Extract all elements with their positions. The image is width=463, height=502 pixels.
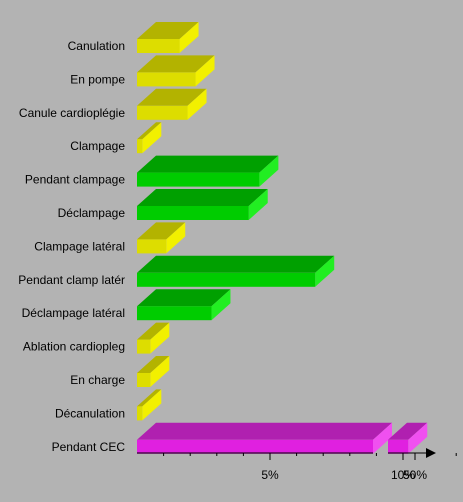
x-tick-label: 50%: [403, 468, 427, 482]
bar-6-top: [137, 189, 268, 206]
bar-9-side: [211, 289, 231, 321]
x-axis-arrow: [426, 448, 436, 458]
x-axis: 5%10%15%50%: [137, 448, 457, 482]
bar-3-top: [137, 88, 207, 106]
category-label: En pompe: [70, 72, 125, 86]
category-label: Pendant clampage: [25, 173, 125, 187]
category-labels: Canulation En pompe Canule cardioplégie Cla…: [18, 39, 125, 454]
bar-8-top: [137, 255, 335, 273]
bar-10-top: [137, 322, 170, 340]
bar-10-front: [137, 339, 151, 354]
category-label: Ablation cardiopleg: [23, 340, 125, 354]
bar-6-front: [137, 206, 249, 220]
bar-8-front: [137, 272, 316, 287]
bar-13: [137, 422, 428, 454]
bar-13-segment-2: [388, 422, 428, 454]
bar-9: [137, 289, 231, 321]
bar-1-top: [137, 22, 199, 39]
bar-2-front: [137, 72, 196, 87]
bar-3-front: [137, 105, 188, 120]
bar-6-side: [248, 189, 268, 220]
bar-3-side: [187, 88, 207, 120]
bar-13-segment-1-top: [137, 422, 392, 440]
category-label: En charge: [70, 373, 125, 387]
bar-10: [137, 322, 170, 354]
bar-13-segment-1-front: [137, 439, 373, 454]
bar-11-top: [137, 356, 170, 373]
bar-11: [137, 356, 170, 387]
bar-8-side: [315, 255, 335, 287]
bars-layer: [137, 22, 428, 454]
category-label: Canulation: [68, 39, 125, 53]
bar-12: [137, 389, 162, 421]
bar-13-segment-2-side: [408, 422, 428, 454]
bar-1-side: [179, 22, 199, 53]
bar-4: [137, 122, 162, 154]
category-label: Clampage: [70, 139, 125, 153]
bar-13-segment-1-side: [373, 422, 392, 454]
bar-7-front: [137, 239, 167, 254]
bar-1: [137, 22, 199, 53]
bar-7-top: [137, 222, 186, 240]
bar-4-top: [137, 122, 162, 140]
bar-7-side: [166, 222, 186, 254]
bar-5-top: [137, 155, 279, 173]
category-label: Décanulation: [55, 406, 125, 420]
category-label: Pendant CEC: [52, 440, 126, 454]
bar-12-side: [142, 389, 162, 421]
category-label: Clampage latéral: [34, 239, 125, 253]
bar-5: [137, 155, 279, 187]
bar-4-front: [137, 139, 143, 154]
category-label: Déclampage: [58, 206, 126, 220]
bar-9-front: [137, 306, 212, 321]
bar-13-segment-2-front: [388, 439, 409, 454]
bar-13-segment-1: [137, 422, 392, 454]
bar-7: [137, 222, 186, 254]
bar-11-front: [137, 373, 151, 387]
category-label: Canule cardioplégie: [19, 106, 125, 120]
bar-11-side: [150, 356, 170, 387]
bar-5-front: [137, 172, 260, 187]
bar-2-top: [137, 55, 215, 73]
bar-12-front: [137, 406, 143, 421]
bar-5-side: [259, 155, 279, 187]
bar-10-side: [150, 322, 170, 354]
category-label: Pendant clamp latér: [18, 273, 125, 287]
bar-4-side: [142, 122, 162, 154]
bar-9-top: [137, 289, 231, 307]
bar-2-side: [195, 55, 215, 87]
bar-6: [137, 189, 268, 220]
bar-2: [137, 55, 215, 87]
category-label: Déclampage latéral: [22, 306, 125, 320]
x-tick-label: 10%: [391, 468, 415, 482]
x-tick-label: 5%: [261, 468, 279, 482]
bar-1-front: [137, 39, 180, 53]
bar-13-segment-2-top: [388, 422, 428, 440]
bar-3: [137, 88, 207, 120]
bar-12-top: [137, 389, 162, 407]
bar-8: [137, 255, 335, 287]
